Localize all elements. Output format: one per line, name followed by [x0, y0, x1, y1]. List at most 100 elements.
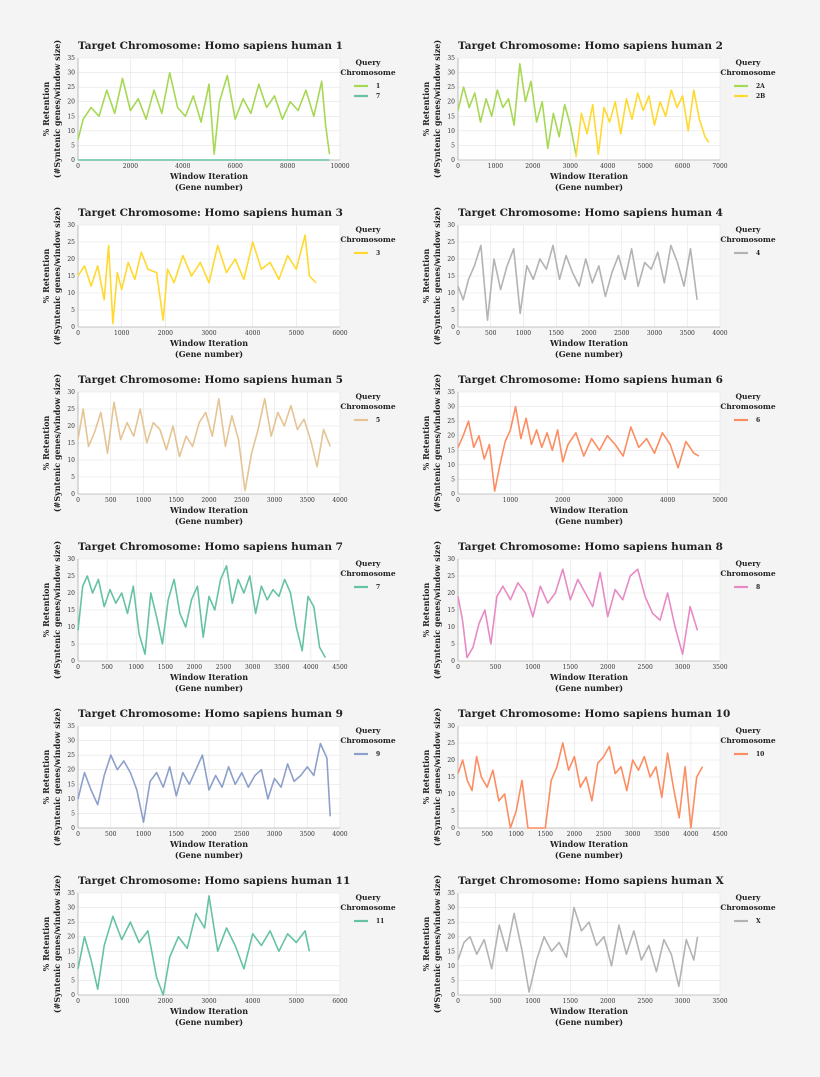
- chart-title: Target Chromosome: Homo sapiens human X: [458, 875, 725, 887]
- legend-title: Query: [735, 893, 761, 902]
- chart-title: Target Chromosome: Homo sapiens human 2: [458, 40, 723, 52]
- y-axis-label: % Retention: [421, 82, 431, 137]
- x-tick-label: 0: [76, 831, 80, 838]
- series-line: [77, 564, 327, 658]
- y-axis-label-2: (#Syntenic genes/window size): [52, 708, 62, 847]
- series-line: [77, 397, 331, 492]
- legend-entry: 11: [376, 918, 384, 925]
- legend-title-2: Chromosome: [720, 903, 775, 912]
- series-line: [457, 906, 699, 993]
- x-tick-label: 6000: [675, 163, 690, 170]
- x-tick-label: 4000: [175, 163, 190, 170]
- y-tick-label: 30: [447, 905, 455, 912]
- x-axis-label: Window Iteration: [549, 505, 628, 515]
- series-line: [77, 71, 331, 155]
- x-tick-label: 5000: [289, 330, 304, 337]
- x-tick-label: 3500: [654, 831, 669, 838]
- y-axis-label: % Retention: [41, 583, 51, 638]
- chart-panel: Target Chromosome: Homo sapiens human X 0…: [421, 875, 776, 1027]
- y-tick-label: 10: [67, 128, 75, 135]
- y-tick-label: 0: [71, 658, 75, 665]
- x-tick-label: 0: [456, 664, 460, 671]
- x-tick-label: 6000: [332, 998, 347, 1005]
- y-tick-label: 25: [447, 919, 455, 926]
- y-tick-label: 10: [67, 457, 75, 464]
- y-axis-label-2: (#Syntenic genes/window size): [52, 207, 62, 346]
- y-axis-label: % Retention: [421, 249, 431, 304]
- series-line: [575, 89, 710, 158]
- x-tick-label: 3000: [675, 664, 690, 671]
- chart-title: Target Chromosome: Homo sapiens human 7: [78, 541, 343, 553]
- legend-entry: 9: [376, 751, 380, 758]
- x-axis-label-2: (Gene number): [175, 182, 243, 192]
- x-tick-label: 500: [481, 831, 493, 838]
- y-axis-label-2: (#Syntenic genes/window size): [52, 374, 62, 513]
- y-axis-label-2: (#Syntenic genes/window size): [52, 541, 62, 680]
- chart-panel: Target Chromosome: Homo sapiens human 5 0…: [41, 374, 396, 526]
- x-tick-label: 1000: [525, 998, 540, 1005]
- x-tick-label: 4000: [245, 330, 260, 337]
- x-axis-label-2: (Gene number): [175, 516, 243, 526]
- x-axis-label-2: (Gene number): [175, 683, 243, 693]
- y-tick-label: 5: [71, 142, 75, 149]
- chart-panel: Target Chromosome: Homo sapiens human 8 0…: [421, 541, 776, 693]
- x-tick-label: 1500: [538, 831, 553, 838]
- legend-title: Query: [735, 58, 761, 67]
- x-tick-label: 2000: [201, 497, 216, 504]
- x-axis-label-2: (Gene number): [175, 349, 243, 359]
- y-tick-label: 15: [447, 113, 455, 120]
- x-tick-label: 2500: [638, 664, 653, 671]
- legend-title-2: Chromosome: [340, 68, 395, 77]
- y-tick-label: 20: [447, 256, 455, 263]
- legend-title: Query: [355, 726, 381, 735]
- x-tick-label: 0: [76, 998, 80, 1005]
- x-tick-label: 3500: [712, 664, 727, 671]
- y-tick-label: 0: [451, 992, 455, 999]
- x-axis-label-2: (Gene number): [175, 1017, 243, 1027]
- x-axis-label: Window Iteration: [169, 505, 248, 515]
- x-axis-label: Window Iteration: [549, 171, 628, 181]
- y-tick-label: 0: [451, 658, 455, 665]
- y-tick-label: 15: [67, 273, 75, 280]
- plot-area: [78, 58, 340, 160]
- x-tick-label: 2000: [123, 163, 138, 170]
- x-tick-label: 6000: [332, 330, 347, 337]
- x-tick-label: 5000: [712, 497, 727, 504]
- y-axis-label: % Retention: [41, 750, 51, 805]
- y-axis-label: % Retention: [421, 416, 431, 471]
- y-tick-label: 35: [67, 55, 75, 62]
- y-tick-label: 5: [71, 474, 75, 481]
- x-tick-label: 0: [76, 163, 80, 170]
- x-tick-label: 2000: [555, 497, 570, 504]
- x-tick-label: 1000: [136, 831, 151, 838]
- y-tick-label: 10: [447, 624, 455, 631]
- y-tick-label: 10: [67, 624, 75, 631]
- y-tick-label: 0: [451, 157, 455, 164]
- y-axis-label: % Retention: [41, 917, 51, 972]
- y-tick-label: 10: [447, 963, 455, 970]
- x-tick-label: 2000: [201, 831, 216, 838]
- x-tick-label: 3000: [625, 831, 640, 838]
- x-tick-label: 8000: [280, 163, 295, 170]
- x-tick-label: 3000: [675, 998, 690, 1005]
- y-tick-label: 5: [451, 641, 455, 648]
- series-line: [77, 742, 331, 823]
- x-tick-label: 0: [456, 998, 460, 1005]
- chart-panel: Target Chromosome: Homo sapiens human 1 0…: [41, 40, 396, 192]
- y-axis-label-2: (#Syntenic genes/window size): [52, 40, 62, 179]
- x-tick-label: 5000: [289, 998, 304, 1005]
- x-tick-label: 3000: [267, 831, 282, 838]
- y-tick-label: 20: [447, 99, 455, 106]
- legend-title-2: Chromosome: [340, 569, 395, 578]
- x-tick-label: 2500: [234, 831, 249, 838]
- plot-area: [458, 58, 720, 160]
- y-axis-label-2: (#Syntenic genes/window size): [432, 374, 442, 513]
- chart-title: Target Chromosome: Homo sapiens human 3: [78, 207, 343, 219]
- y-tick-label: 20: [67, 934, 75, 941]
- series-line: [457, 568, 699, 659]
- y-tick-label: 15: [67, 781, 75, 788]
- x-tick-label: 2000: [158, 998, 173, 1005]
- x-axis-label: Window Iteration: [549, 1006, 628, 1016]
- y-tick-label: 25: [67, 239, 75, 246]
